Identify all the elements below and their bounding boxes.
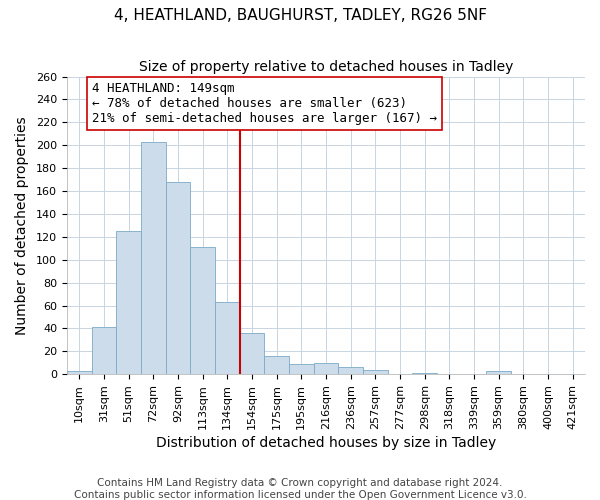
X-axis label: Distribution of detached houses by size in Tadley: Distribution of detached houses by size …: [156, 436, 496, 450]
Title: Size of property relative to detached houses in Tadley: Size of property relative to detached ho…: [139, 60, 513, 74]
Bar: [190, 247, 215, 374]
Bar: [412, 373, 437, 374]
Bar: [67, 371, 92, 374]
Bar: [487, 371, 511, 374]
Bar: [338, 368, 363, 374]
Bar: [363, 370, 388, 374]
Text: Contains HM Land Registry data © Crown copyright and database right 2024.
Contai: Contains HM Land Registry data © Crown c…: [74, 478, 526, 500]
Bar: [116, 231, 141, 374]
Text: 4, HEATHLAND, BAUGHURST, TADLEY, RG26 5NF: 4, HEATHLAND, BAUGHURST, TADLEY, RG26 5N…: [113, 8, 487, 22]
Text: 4 HEATHLAND: 149sqm
← 78% of detached houses are smaller (623)
21% of semi-detac: 4 HEATHLAND: 149sqm ← 78% of detached ho…: [92, 82, 437, 126]
Bar: [141, 142, 166, 374]
Bar: [239, 333, 264, 374]
Bar: [264, 356, 289, 374]
Bar: [289, 364, 314, 374]
Bar: [215, 302, 239, 374]
Bar: [166, 182, 190, 374]
Bar: [92, 328, 116, 374]
Y-axis label: Number of detached properties: Number of detached properties: [15, 116, 29, 334]
Bar: [314, 363, 338, 374]
